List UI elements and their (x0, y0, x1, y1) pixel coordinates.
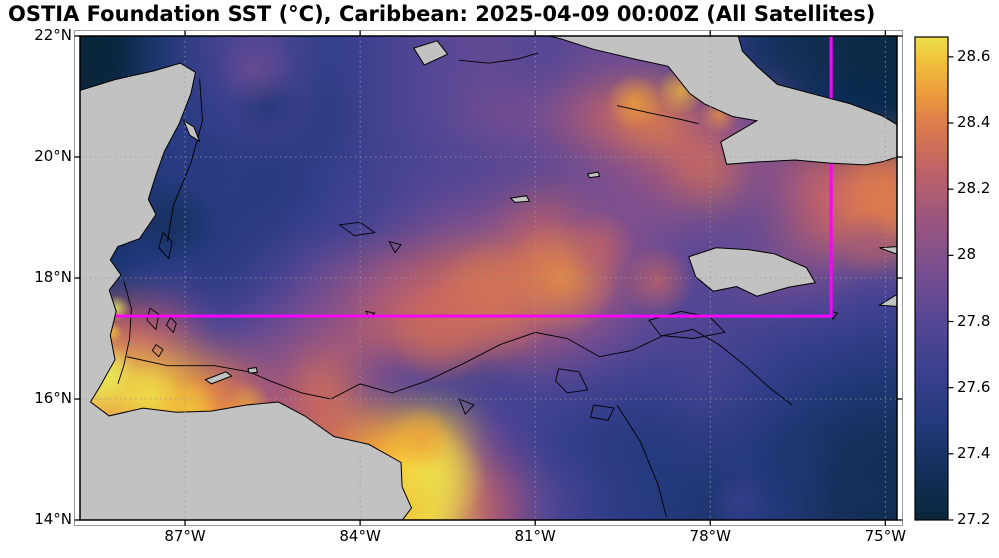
colorbar-tick-label: 28.4 (957, 113, 991, 131)
figure-title: OSTIA Foundation SST (°C), Caribbean: 20… (8, 2, 876, 26)
lon-tick-label: 81°W (514, 527, 556, 545)
colorbar-tick-label: 27.6 (957, 377, 991, 396)
lon-tick-label: 87°W (164, 527, 206, 545)
sst-heatmap-canvas (80, 36, 897, 520)
lon-tick-label: 84°W (339, 527, 381, 545)
colorbar-tick-label: 27.8 (957, 311, 991, 330)
lat-tick-label: 16°N (34, 389, 72, 407)
lat-tick-label: 14°N (34, 510, 72, 528)
colorbar-gradient (915, 37, 948, 520)
lat-tick-label: 22°N (34, 26, 72, 44)
colorbar-tick-label: 28.6 (957, 46, 991, 65)
colorbar-tick-label: 27.2 (957, 510, 991, 528)
colorbar-tick-label: 28 (957, 245, 977, 264)
lon-tick-label: 75°W (864, 527, 907, 545)
colorbar-tick-label: 27.4 (957, 443, 991, 462)
lat-tick-label: 18°N (34, 268, 72, 286)
colorbar-tick-label: 28.2 (957, 179, 991, 198)
lon-tick-label: 78°W (689, 527, 731, 545)
lat-tick-label: 20°N (34, 147, 72, 165)
